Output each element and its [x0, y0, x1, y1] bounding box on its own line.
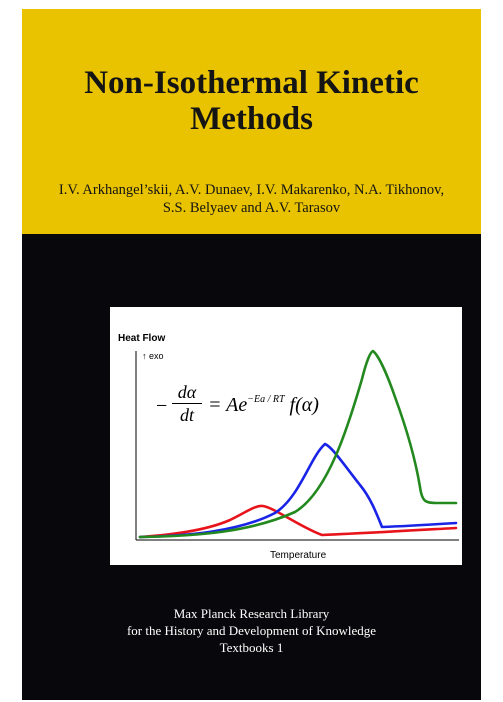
- formula-denominator: dt: [179, 405, 194, 425]
- formula-exponent: −Ea / RT: [247, 394, 285, 405]
- title-band: Non-Isothermal Kinetic Methods I.V. Arkh…: [22, 9, 481, 234]
- formula-minus: −: [156, 395, 168, 417]
- formula-rhs-tail: f(α): [284, 394, 319, 416]
- formula-rhs-main: = Ae: [208, 394, 248, 416]
- formula-fraction: dα dt: [172, 381, 202, 426]
- exo-label: ↑ exo: [142, 351, 164, 361]
- series-line-1: Max Planck Research Library: [173, 606, 330, 621]
- rate-equation: − dα dt = Ae−Ea / RT f(α): [156, 381, 319, 437]
- title-line-1: Non-Isothermal Kinetic: [84, 65, 419, 101]
- cover-figure: Heat Flow ↑ exo Temperature − dα dt = Ae…: [110, 307, 462, 565]
- authors-line-2: S.S. Belyaev and A.V. Tarasov: [162, 200, 341, 216]
- authors-line-1: I.V. Arkhangel’skii, A.V. Dunaev, I.V. M…: [58, 182, 445, 198]
- series-info: Max Planck Research Library for the Hist…: [22, 605, 481, 656]
- formula-numerator: dα: [172, 381, 202, 404]
- title-line-2: Methods: [190, 101, 313, 137]
- series-line-2: for the History and Development of Knowl…: [126, 623, 377, 638]
- book-title: Non-Isothermal Kinetic Methods: [22, 65, 481, 137]
- heat-flow-plot: Heat Flow ↑ exo Temperature: [118, 333, 459, 561]
- x-axis-label: Temperature: [270, 550, 327, 561]
- curve-green: [138, 349, 458, 539]
- authors: I.V. Arkhangel’skii, A.V. Dunaev, I.V. M…: [22, 181, 481, 217]
- series-line-3: Textbooks 1: [219, 640, 284, 655]
- y-axis-label: Heat Flow: [118, 333, 165, 344]
- curve-red: [138, 504, 458, 539]
- book-cover: Non-Isothermal Kinetic Methods I.V. Arkh…: [22, 9, 481, 700]
- formula-rhs: = Ae−Ea / RT f(α): [208, 394, 319, 417]
- curve-blue: [138, 442, 458, 539]
